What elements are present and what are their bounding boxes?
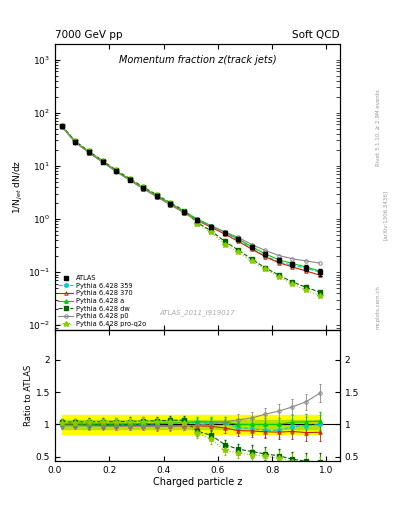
- Y-axis label: 1/N$_{jet}$ dN/dz: 1/N$_{jet}$ dN/dz: [12, 160, 25, 214]
- X-axis label: Charged particle z: Charged particle z: [153, 477, 242, 487]
- Text: 7000 GeV pp: 7000 GeV pp: [55, 30, 123, 40]
- Text: Momentum fraction z(track jets): Momentum fraction z(track jets): [119, 55, 276, 65]
- Legend: ATLAS, Pythia 6.428 359, Pythia 6.428 370, Pythia 6.428 a, Pythia 6.428 dw, Pyth: ATLAS, Pythia 6.428 359, Pythia 6.428 37…: [58, 275, 146, 327]
- Text: ATLAS_2011_I919017: ATLAS_2011_I919017: [160, 309, 235, 316]
- Text: mcplots.cern.ch: mcplots.cern.ch: [376, 285, 380, 329]
- Text: Rivet 3.1.10, ≥ 2.9M events: Rivet 3.1.10, ≥ 2.9M events: [376, 90, 380, 166]
- Text: [arXiv:1306.3436]: [arXiv:1306.3436]: [383, 190, 387, 240]
- Y-axis label: Ratio to ATLAS: Ratio to ATLAS: [24, 365, 33, 426]
- Text: Soft QCD: Soft QCD: [292, 30, 340, 40]
